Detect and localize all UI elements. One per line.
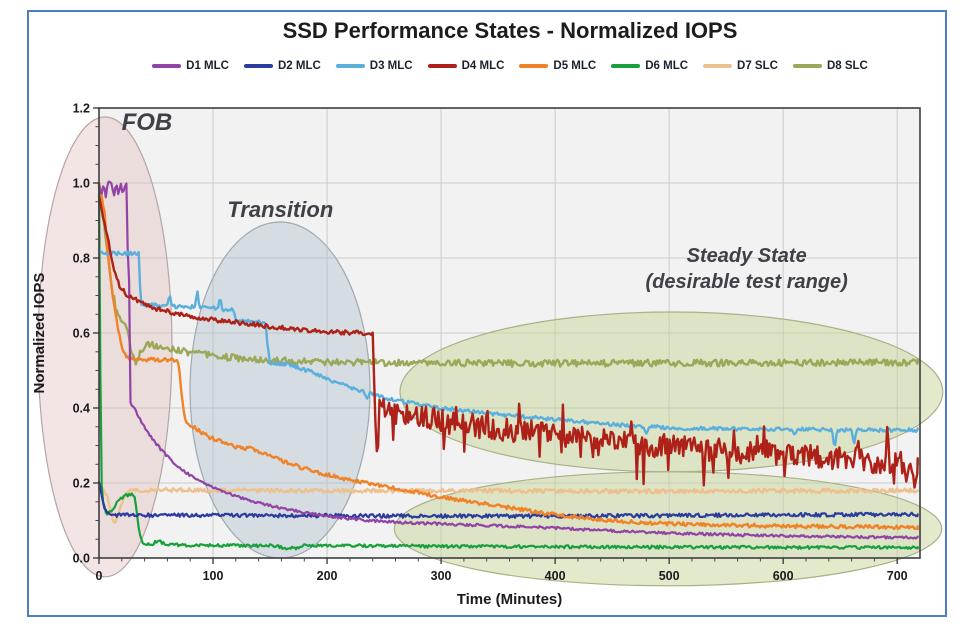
legend-item-D7-SLC: D7 SLC	[703, 60, 778, 72]
legend-label: D6 MLC	[645, 60, 689, 72]
legend-label: D5 MLC	[553, 60, 597, 72]
legend-item-D5-MLC: D5 MLC	[519, 60, 596, 72]
annotation-label-2: Steady State	[687, 245, 807, 267]
series-line-D2-MLC	[97, 480, 919, 519]
y-tick-label: 1.2	[73, 102, 90, 116]
x-tick-label: 700	[887, 569, 908, 583]
series-line-D8-SLC	[97, 184, 919, 368]
x-tick-label: 0	[96, 569, 103, 583]
y-tick-label: 0.4	[73, 402, 90, 416]
legend-item-D1-MLC: D1 MLC	[152, 60, 229, 72]
legend-swatch-icon	[335, 64, 365, 68]
legend: D1 MLC D2 MLC D3 MLC D4 MLC D5 MLC D6 MLC D7 S…	[60, 60, 960, 72]
chart-title: SSD Performance States - Normalized IOPS	[282, 18, 738, 43]
annotation-label-0: FOB	[122, 109, 173, 136]
legend-label: D8 SLC	[826, 60, 868, 72]
legend-item-D2-MLC: D2 MLC	[243, 60, 321, 72]
legend-label: D3 MLC	[369, 60, 413, 72]
series-line-D5-MLC	[97, 181, 919, 531]
legend-swatch-icon	[611, 64, 641, 68]
x-tick-label: 500	[659, 569, 680, 583]
y-axis-title: Normalized IOPS	[31, 273, 48, 394]
y-tick-label: 0.2	[73, 477, 90, 491]
legend-swatch-icon	[152, 64, 182, 68]
legend-swatch-icon	[519, 64, 549, 68]
y-tick-label: 1.0	[73, 177, 90, 191]
y-tick-label: 0.6	[73, 327, 90, 341]
x-tick-label: 100	[203, 569, 224, 583]
annotation-label-1: Transition	[227, 197, 333, 222]
legend-item-D3-MLC: D3 MLC	[335, 60, 413, 72]
legend-item-D6-MLC: D6 MLC	[611, 60, 688, 72]
x-axis-title: Time (Minutes)	[457, 591, 563, 608]
series-line-D1-MLC	[97, 180, 919, 540]
legend-item-D8-SLC: D8 SLC	[792, 60, 868, 72]
legend-label: D4 MLC	[461, 60, 505, 72]
legend-item-D4-MLC: D4 MLC	[427, 60, 505, 72]
x-tick-label: 200	[317, 569, 338, 583]
series-line-D6-MLC	[97, 181, 919, 551]
legend-swatch-icon	[703, 64, 733, 68]
legend-label: D7 SLC	[737, 60, 778, 72]
x-tick-label: 300	[431, 569, 452, 583]
legend-swatch-icon	[243, 64, 273, 68]
legend-swatch-icon	[792, 64, 822, 68]
x-tick-label: 400	[545, 569, 566, 583]
y-tick-label: 0.0	[73, 552, 90, 566]
x-tick-label: 600	[773, 569, 794, 583]
annotation-label-2-line2: (desirable test range)	[646, 271, 849, 293]
legend-label: D2 MLC	[277, 60, 321, 72]
legend-swatch-icon	[427, 64, 457, 68]
y-tick-label: 0.8	[73, 252, 90, 266]
series-line-D4-MLC	[97, 195, 919, 489]
series-line-D7-SLC	[97, 484, 919, 524]
legend-label: D1 MLC	[186, 60, 229, 72]
